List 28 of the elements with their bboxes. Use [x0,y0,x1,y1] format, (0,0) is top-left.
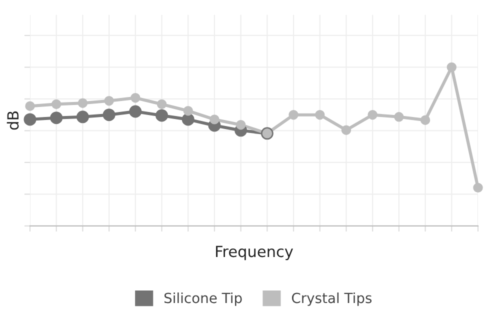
point [210,114,220,124]
point [315,110,325,120]
y-axis-title: dB [6,111,19,130]
point [102,108,116,122]
point [50,112,63,124]
point [24,113,36,126]
point [130,92,140,103]
point [473,182,483,193]
point [129,105,142,118]
point [236,120,246,130]
point [394,112,404,122]
point [288,110,298,120]
point [183,106,193,116]
x-axis-title: Frequency [216,246,294,260]
point [420,115,430,125]
point [156,109,168,122]
point [76,110,89,124]
point [51,99,62,110]
point [341,125,352,135]
point [25,101,35,111]
point [446,62,457,72]
point [156,99,167,110]
legend-label: Silicone Tip [164,292,242,306]
point [182,113,194,126]
point [368,110,378,120]
point [104,96,114,106]
legend-label: Crystal Tips [292,292,372,306]
point [78,98,88,108]
